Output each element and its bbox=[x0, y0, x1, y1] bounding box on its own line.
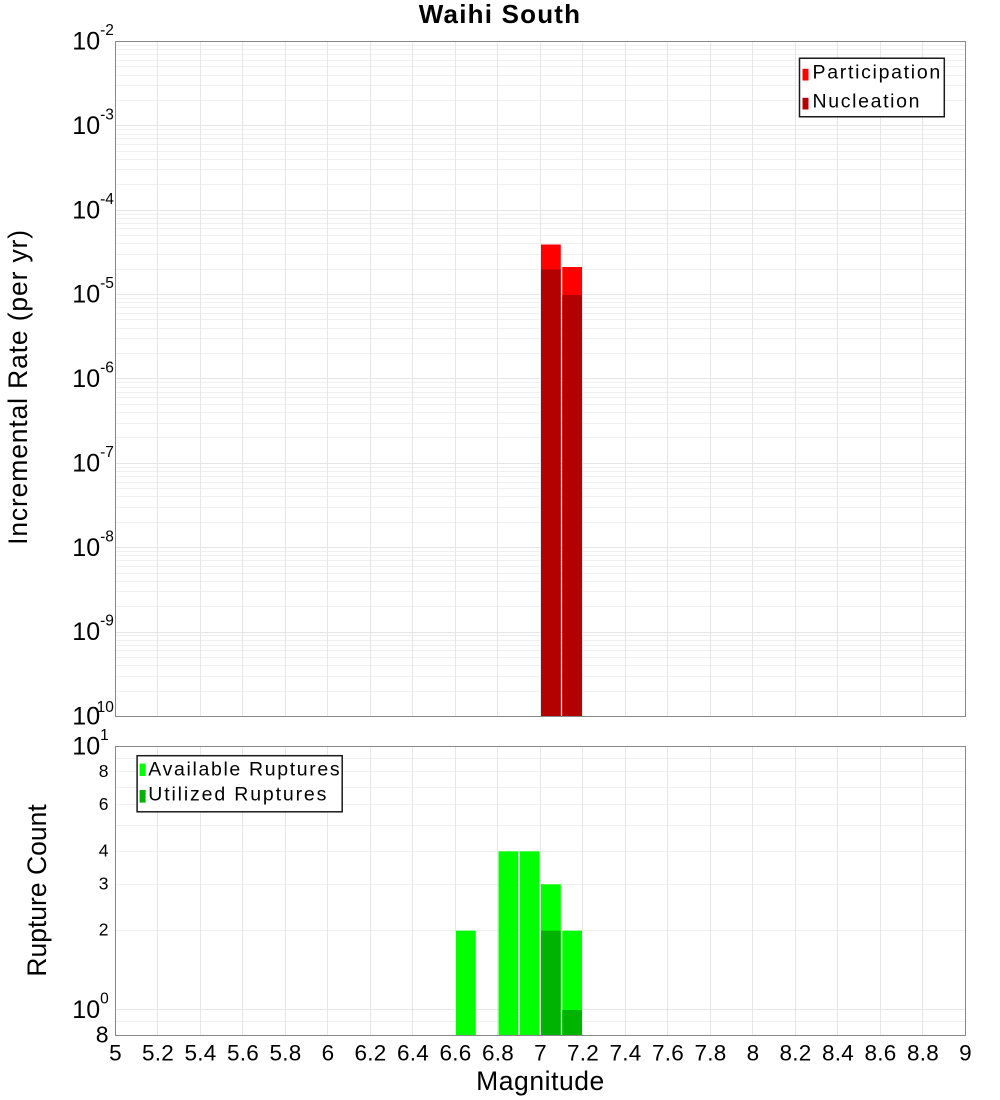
svg-text:Participation: Participation bbox=[813, 62, 942, 84]
svg-text:7: 7 bbox=[534, 1040, 547, 1065]
svg-text:6: 6 bbox=[99, 794, 109, 814]
svg-text:3: 3 bbox=[99, 873, 109, 893]
svg-text:7.2: 7.2 bbox=[567, 1040, 599, 1065]
svg-text:5.2: 5.2 bbox=[142, 1040, 174, 1065]
svg-text:Nucleation: Nucleation bbox=[813, 91, 922, 113]
svg-text:8.4: 8.4 bbox=[822, 1040, 854, 1065]
svg-text:7.4: 7.4 bbox=[609, 1040, 641, 1065]
svg-text:Utilized Ruptures: Utilized Ruptures bbox=[148, 784, 328, 806]
svg-text:5: 5 bbox=[109, 1040, 122, 1065]
svg-text:5.6: 5.6 bbox=[227, 1040, 259, 1065]
svg-text:9: 9 bbox=[959, 1040, 972, 1065]
svg-text:2: 2 bbox=[99, 920, 109, 940]
svg-text:6.4: 6.4 bbox=[397, 1040, 429, 1065]
svg-text:Rupture Count: Rupture Count bbox=[22, 804, 52, 977]
svg-text:6.6: 6.6 bbox=[439, 1040, 471, 1065]
svg-text:Incremental Rate (per yr): Incremental Rate (per yr) bbox=[3, 229, 33, 545]
svg-text:6.8: 6.8 bbox=[482, 1040, 514, 1065]
svg-text:5.4: 5.4 bbox=[184, 1040, 216, 1065]
svg-text:Magnitude: Magnitude bbox=[476, 1066, 605, 1096]
svg-text:6.2: 6.2 bbox=[354, 1040, 386, 1065]
svg-text:7.6: 7.6 bbox=[652, 1040, 684, 1065]
svg-text:8: 8 bbox=[96, 1022, 109, 1048]
svg-text:8.2: 8.2 bbox=[779, 1040, 811, 1065]
svg-text:8.8: 8.8 bbox=[907, 1040, 939, 1065]
svg-text:4: 4 bbox=[99, 840, 109, 860]
svg-text:8: 8 bbox=[747, 1040, 760, 1065]
svg-text:5.8: 5.8 bbox=[269, 1040, 301, 1065]
svg-text:8.6: 8.6 bbox=[864, 1040, 896, 1065]
svg-text:Available Ruptures: Available Ruptures bbox=[148, 758, 341, 780]
svg-text:7.8: 7.8 bbox=[694, 1040, 726, 1065]
svg-text:6: 6 bbox=[322, 1040, 335, 1065]
svg-text:-10: -10 bbox=[91, 699, 114, 716]
svg-text:10: 10 bbox=[72, 703, 100, 731]
svg-text:8: 8 bbox=[99, 761, 109, 781]
svg-text:10-2: 10-2 bbox=[72, 22, 114, 56]
svg-text:Waihi South: Waihi South bbox=[419, 0, 581, 29]
svg-text:10-3: 10-3 bbox=[72, 106, 114, 140]
